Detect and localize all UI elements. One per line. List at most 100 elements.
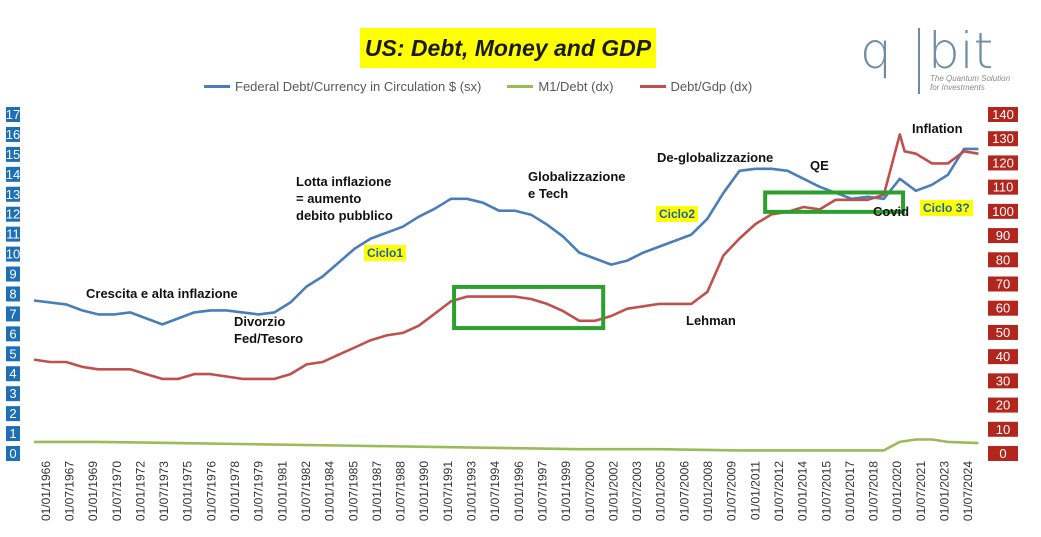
- x-tick-label: 01/07/1976: [204, 461, 218, 521]
- right-tick-bg: [988, 397, 1018, 413]
- right-tick-bg: [988, 373, 1018, 389]
- left-tick-bg: [6, 286, 20, 302]
- x-tick-label: 01/07/1967: [62, 461, 76, 521]
- annotation-covid: Covid: [873, 204, 910, 219]
- right-tick-label: 110: [993, 180, 1014, 195]
- x-tick-label: 01/01/1966: [39, 461, 53, 521]
- right-tick-label: 90: [996, 228, 1010, 243]
- left-tick-bg: [6, 306, 20, 322]
- logo-bit: bit: [928, 22, 994, 80]
- x-tick-label: 01/07/2021: [914, 461, 928, 521]
- left-tick-bg: [6, 186, 20, 202]
- right-tick-bg: [988, 421, 1018, 437]
- x-tick-label: 01/07/2024: [961, 461, 975, 521]
- left-tick-label: 16: [6, 127, 20, 142]
- right-tick-bg: [988, 155, 1018, 171]
- right-tick-bg: [988, 446, 1018, 461]
- chart-legend: Federal Debt/Currency in Circulation $ (…: [204, 78, 778, 94]
- x-tick-label: 01/01/1972: [133, 461, 147, 521]
- x-tick-label: 01/07/1994: [488, 461, 502, 521]
- right-tick-label: 80: [996, 252, 1010, 267]
- x-tick-label: 01/07/2009: [725, 461, 739, 521]
- highlight-boxes: [452, 190, 906, 331]
- x-tick-label: 01/01/2002: [606, 461, 620, 521]
- x-tick-label: 01/01/1975: [181, 461, 195, 521]
- legend-swatch-red: [639, 84, 666, 88]
- annotation-line: Fed/Tesoro: [234, 331, 304, 346]
- x-tick-label: 01/07/1985: [346, 461, 360, 521]
- left-tick-label: 4: [9, 366, 16, 381]
- logo-divider: [918, 28, 920, 94]
- x-tick-label: 01/07/1979: [252, 461, 266, 521]
- x-tick-label: 01/01/1999: [559, 461, 573, 521]
- x-tick-label: 01/07/1988: [394, 461, 408, 521]
- annotation-inflation: Inflation: [912, 121, 963, 136]
- annotation-ciclo2: Ciclo2: [656, 206, 699, 222]
- annotation-line: Divorzio: [234, 314, 286, 329]
- x-tick-label: 01/07/2012: [772, 461, 786, 521]
- annotation-lehman: Lehman: [686, 313, 736, 328]
- left-tick-label: 2: [9, 406, 16, 421]
- right-tick-label: 10: [996, 422, 1010, 437]
- right-tick-label: 130: [992, 131, 1014, 146]
- left-tick-label: 0: [9, 446, 16, 461]
- right-axis-ticks: 0 10 20 30 40 50 60 70 80 90 100 110 120 130 140: [988, 107, 1018, 461]
- x-tick-label: 01/01/1993: [465, 461, 479, 521]
- right-tick-bg: [988, 276, 1018, 292]
- x-tick-label: 01/01/2020: [890, 461, 904, 521]
- left-tick-label: 11: [6, 227, 20, 242]
- left-tick-label: 14: [6, 167, 20, 182]
- left-tick-bg: [6, 386, 20, 402]
- left-tick-label: 9: [9, 267, 16, 282]
- chart-title-box: US: Debt, Money and GDP: [360, 28, 656, 68]
- left-tick-label: 7: [9, 306, 16, 321]
- right-tick-label: 70: [996, 277, 1010, 292]
- left-tick-label: 8: [9, 286, 16, 301]
- left-tick-label: 17: [6, 107, 20, 122]
- qbit-logo: q bit The Quantum Solution for Investmen…: [860, 22, 1010, 94]
- annotation-globalizzazione: Globalizzazione e Tech: [528, 168, 626, 202]
- x-tick-label: 01/01/1987: [370, 461, 384, 521]
- logo-q: q: [860, 22, 892, 80]
- x-tick-label: 01/01/1981: [275, 461, 289, 521]
- legend-swatch-blue: [204, 84, 230, 88]
- legend-label: Federal Debt/Currency in Circulation $ (…: [235, 78, 482, 94]
- right-tick-label: 0: [999, 446, 1006, 461]
- box-1993-2001: [452, 284, 606, 331]
- chart-title: US: Debt, Money and GDP: [364, 34, 652, 61]
- annotation-line: Globalizzazione: [528, 169, 626, 184]
- left-tick-label: 15: [6, 147, 20, 162]
- right-tick-bg: [988, 324, 1018, 340]
- logo-tagline-2: for Investments: [930, 83, 985, 92]
- right-tick-label: 140: [992, 107, 1014, 122]
- right-tick-label: 50: [996, 325, 1010, 340]
- annotation-line: e Tech: [528, 186, 569, 201]
- right-tick-label: 40: [996, 349, 1010, 364]
- logo-tagline: The Quantum Solution for Investments: [930, 74, 1010, 92]
- left-tick-bg: [6, 326, 20, 342]
- x-tick-label: 01/07/2003: [630, 461, 644, 521]
- x-tick-label: 01/07/2000: [583, 461, 597, 521]
- box-2011-2020: [763, 190, 906, 214]
- x-tick-label: 01/07/1970: [110, 461, 124, 521]
- x-tick-label: 01/07/1982: [299, 461, 313, 521]
- right-tick-label: 30: [996, 373, 1010, 388]
- left-tick-bg: [6, 166, 20, 182]
- right-tick-label: 100: [992, 204, 1014, 219]
- annotation-deglobalizzazione: De-globalizzazione: [657, 150, 774, 165]
- annotation-line: debito pubblico: [296, 208, 393, 223]
- left-tick-bg: [6, 226, 20, 242]
- legend-swatch-green: [507, 84, 534, 88]
- legend-item-debt-currency: Federal Debt/Currency in Circulation $ (…: [204, 79, 481, 94]
- left-tick-bg: [6, 107, 20, 122]
- series-line-2: [33, 133, 979, 381]
- legend-item-debt-gdp: Debt/Gdp (dx): [639, 79, 752, 94]
- left-tick-bg: [6, 266, 20, 282]
- right-tick-label: 120: [992, 155, 1014, 170]
- right-tick-label: 20: [996, 398, 1010, 413]
- annotation-qe: QE: [810, 158, 829, 173]
- annotation-line: Lotta inflazione: [296, 174, 392, 189]
- x-tick-label: 01/07/1991: [441, 461, 455, 521]
- right-tick-bg: [988, 228, 1018, 244]
- x-tick-label: 01/07/2006: [677, 461, 691, 521]
